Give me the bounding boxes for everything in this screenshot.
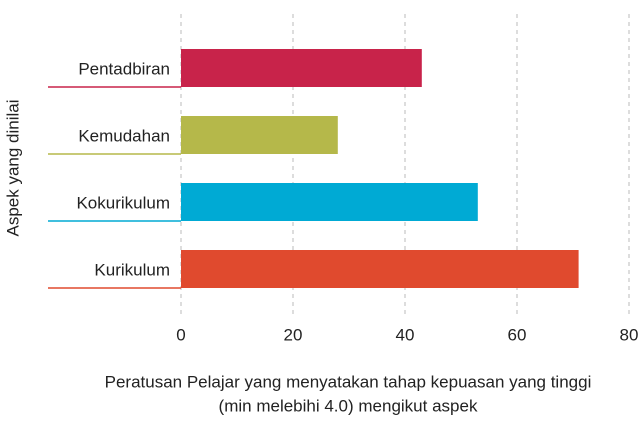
bar: [181, 250, 579, 288]
bar: [181, 116, 338, 154]
x-tick-label: 60: [508, 325, 527, 344]
y-tick-label: Pentadbiran: [78, 59, 170, 78]
x-axis-label: Peratusan Pelajar yang menyatakan tahap …: [105, 372, 592, 391]
y-axis-label: Aspek yang dinilai: [3, 99, 22, 236]
y-tick-label: Kemudahan: [78, 126, 170, 145]
y-tick-label: Kokurikulum: [76, 193, 170, 212]
x-axis-label: (min melebihi 4.0) mengikut aspek: [219, 396, 478, 415]
bar: [181, 49, 422, 87]
x-tick-label: 40: [396, 325, 415, 344]
x-tick-label: 0: [176, 325, 185, 344]
x-tick-label: 80: [620, 325, 639, 344]
bar: [181, 183, 478, 221]
y-tick-label: Kurikulum: [94, 260, 170, 279]
x-tick-label: 20: [284, 325, 303, 344]
